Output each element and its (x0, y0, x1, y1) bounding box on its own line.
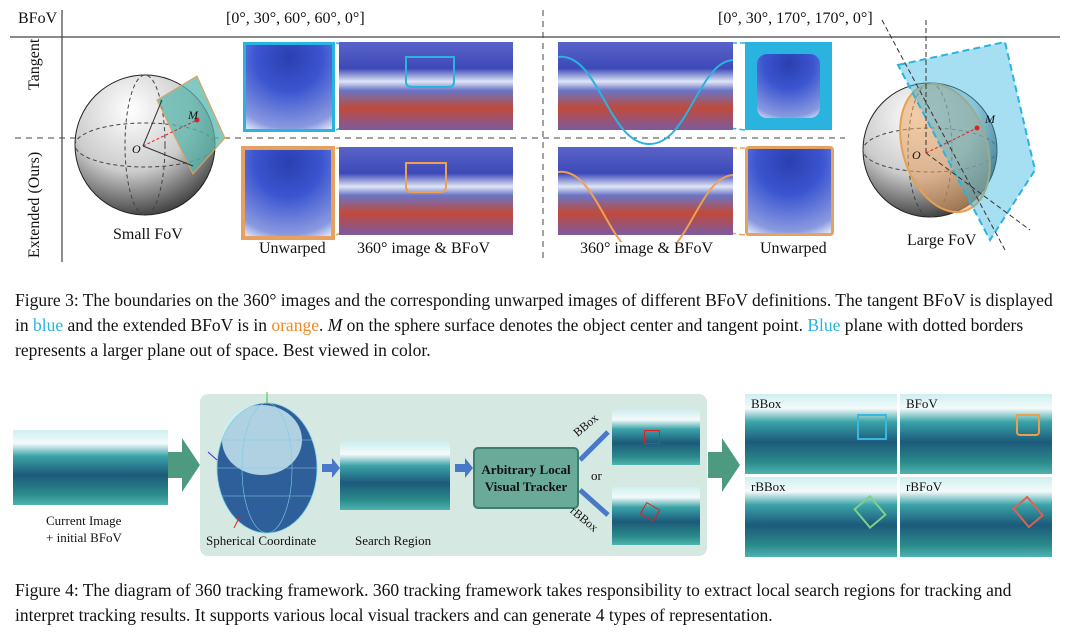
figure-3-grid (10, 10, 1060, 262)
caption-blue: Blue (807, 315, 841, 335)
label-unwarped-right: Unwarped (760, 240, 827, 257)
large-fov-sphere (862, 19, 1037, 251)
panorama-extended-small (339, 147, 513, 235)
initial-bfov-label: + initial BFoV (46, 530, 122, 545)
tangent-plane (156, 75, 226, 175)
panorama-tangent-large (558, 42, 733, 130)
search-region-image (340, 442, 450, 510)
bbox-result-image (612, 410, 700, 465)
panorama-tangent-small (339, 42, 513, 130)
extended-bfov-box (405, 162, 447, 193)
figure-3-caption: Figure 3: The boundaries on the 360° ima… (15, 288, 1065, 363)
output-label: BFoV (906, 396, 938, 411)
caption-text: and the extended BFoV is in (63, 315, 272, 335)
output-bfov: BFoV (900, 394, 1052, 474)
point-m-label: M (188, 108, 198, 122)
caption-orange: orange (271, 315, 319, 335)
caption-blue: blue (33, 315, 64, 335)
tracker-box: Arbitrary Local Visual Tracker (473, 447, 579, 509)
rbbox-result-image (612, 487, 700, 545)
row-label-tangent: Tangent (26, 38, 43, 90)
caption-m: M (327, 315, 343, 335)
point-o-label-large: O (912, 148, 921, 162)
unwarped-tangent-large (745, 42, 832, 130)
output-label: BBox (751, 396, 782, 411)
large-tangent-plane (896, 40, 1037, 242)
unwarped-extended-small (241, 146, 335, 240)
arrow-rbbox (578, 488, 610, 517)
label-unwarped-left: Unwarped (259, 240, 326, 257)
large-bfov-params: [0°, 30°, 170°, 170°, 0°] (718, 10, 873, 27)
label-360-right: 360° image & BFoV (580, 240, 714, 257)
figure-4-graphics (168, 392, 740, 534)
unwarped-tangent-small (243, 42, 335, 132)
spherical-coordinate-globe (207, 392, 318, 534)
point-m-label-large: M (985, 112, 995, 126)
large-fov-label: Large FoV (907, 232, 977, 249)
panorama-extended-large (558, 147, 733, 235)
caption-text: Figure 3: The boundaries on the 360° ima… (15, 290, 1053, 335)
output-arrow (708, 438, 740, 492)
small-fov-label: Small FoV (113, 226, 183, 243)
caption-text: . (318, 315, 328, 335)
or-label: or (591, 468, 602, 483)
row-label-extended: Extended (Ours) (26, 151, 43, 258)
label-360-left: 360° image & BFoV (357, 240, 491, 257)
caption-text: on the sphere surface denotes the object… (342, 315, 808, 335)
spherical-coordinate-label: Spherical Coordinate (206, 533, 317, 548)
arrow-to-tracker (455, 458, 473, 478)
output-rbfov: rBFoV (900, 477, 1052, 557)
small-bfov-params: [0°, 30°, 60°, 60°, 0°] (226, 10, 365, 27)
current-image (13, 430, 168, 505)
output-label: rBFoV (906, 479, 943, 494)
search-region-label: Search Region (355, 533, 432, 548)
unwarped-extended-large (745, 146, 834, 236)
bfov-header: BFoV (18, 10, 58, 27)
arrow-bbox (578, 430, 610, 462)
large-bfov-curves (558, 55, 733, 242)
output-bbox: BBox (745, 394, 897, 474)
point-o-label: O (132, 142, 141, 156)
extended-region (899, 82, 991, 214)
output-label: rBBox (751, 479, 786, 494)
output-rbbox: rBBox (745, 477, 897, 557)
input-arrow (168, 438, 200, 492)
figure-4-caption: Figure 4: The diagram of 360 tracking fr… (15, 580, 1012, 625)
current-image-label: Current Image (46, 513, 122, 528)
tangent-bfov-box (405, 56, 455, 88)
small-fov-sphere (74, 74, 226, 216)
arrow-to-search (322, 458, 340, 478)
caption-text: plane with dotted borders represents a l… (15, 315, 1024, 360)
